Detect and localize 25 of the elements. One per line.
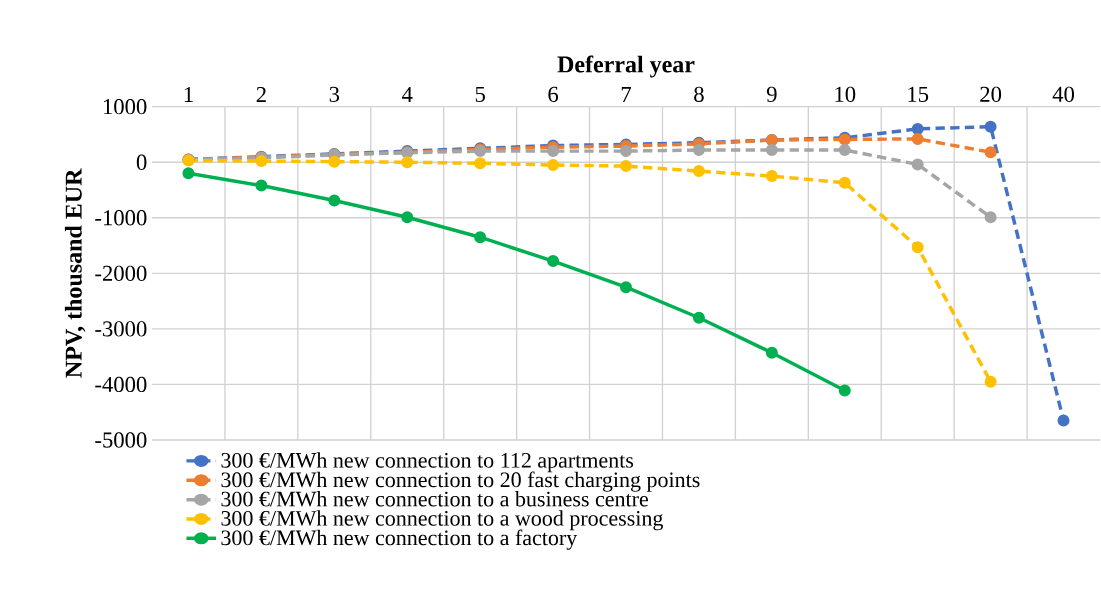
x-tick-label: 20	[980, 86, 1002, 102]
x-tick-label: 40	[1052, 86, 1075, 102]
x-tick-label: 10	[835, 86, 856, 102]
y-tick-label: -4000	[95, 376, 147, 393]
x-tick-label: 6	[548, 86, 559, 102]
y-tick-label: 0	[136, 154, 147, 170]
legend-label: 300 €/MWh new connection to a factory	[221, 529, 578, 550]
y-axis-title: NPV, thousand EUR	[64, 168, 86, 378]
x-tick-label: 5	[475, 86, 485, 102]
y-tick-label: -2000	[95, 265, 147, 281]
y-tick-label: -1000	[95, 210, 147, 226]
x-tick-label: 2	[256, 86, 266, 102]
x-tick-label: 8	[694, 86, 704, 102]
legend-label: 300 €/MWh new connection to a business centre	[221, 491, 648, 507]
x-tick-label: 15	[908, 86, 929, 102]
x-tick-label: 7	[621, 87, 632, 102]
x-axis-title: Deferral year	[557, 55, 695, 78]
x-tick-label: 1	[184, 86, 193, 102]
y-tick-label: -3000	[95, 321, 147, 337]
y-tick-label: 1000	[103, 99, 147, 115]
legend-label: 300 €/MWh new connection to 20 fast charging points	[221, 471, 700, 492]
x-tick-label: 9	[766, 86, 777, 102]
x-tick-label: 3	[329, 86, 340, 102]
x-tick-label: 4	[402, 87, 413, 102]
y-tick-label: -5000	[95, 432, 147, 448]
